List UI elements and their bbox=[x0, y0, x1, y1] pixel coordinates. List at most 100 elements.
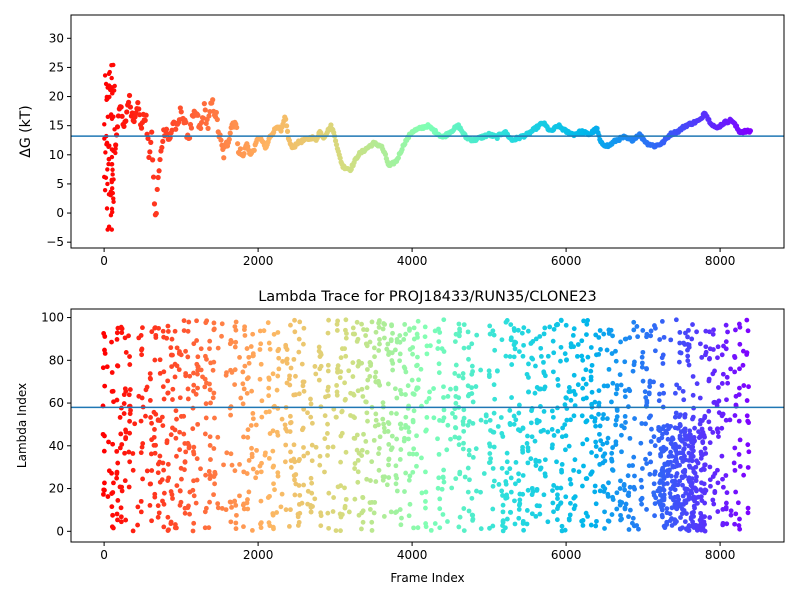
lambda-point bbox=[456, 524, 462, 530]
lambda-point bbox=[385, 381, 391, 387]
lambda-point bbox=[580, 357, 586, 363]
lambda-point bbox=[337, 375, 343, 381]
lambda-point bbox=[309, 458, 315, 464]
lambda-point bbox=[114, 330, 120, 336]
lambda-point bbox=[571, 467, 576, 473]
delta-g-point bbox=[382, 151, 389, 157]
lambda-point bbox=[745, 505, 751, 511]
lambda-point bbox=[410, 351, 415, 357]
lambda-point bbox=[394, 509, 400, 515]
lambda-point bbox=[503, 481, 509, 487]
lambda-point bbox=[457, 471, 463, 477]
lambda-point bbox=[191, 478, 196, 484]
lambda-point bbox=[326, 490, 332, 496]
lambda-point bbox=[322, 436, 328, 442]
lambda-point bbox=[706, 408, 712, 414]
lambda-point bbox=[678, 437, 684, 443]
lambda-point bbox=[181, 431, 187, 437]
lambda-point bbox=[519, 330, 525, 336]
lambda-point bbox=[207, 476, 213, 482]
delta-g-point bbox=[108, 85, 114, 90]
lambda-point bbox=[517, 497, 523, 503]
lambda-point bbox=[409, 377, 415, 383]
delta-g-point bbox=[163, 126, 170, 132]
lambda-point bbox=[660, 465, 666, 471]
lambda-point bbox=[683, 500, 689, 506]
lambda-point bbox=[507, 466, 513, 472]
lambda-point bbox=[605, 518, 611, 524]
lambda-point bbox=[733, 402, 739, 408]
lambda-point bbox=[350, 325, 356, 331]
lambda-point bbox=[715, 467, 720, 473]
lambda-point bbox=[736, 452, 742, 457]
lambda-point bbox=[625, 473, 631, 479]
lambda-point bbox=[414, 433, 419, 439]
lambda-point bbox=[287, 413, 293, 419]
lambda-point bbox=[232, 367, 238, 373]
lambda-point bbox=[266, 409, 272, 415]
lambda-point bbox=[140, 441, 146, 446]
lambda-point bbox=[228, 451, 234, 457]
lambda-point bbox=[622, 359, 628, 365]
lambda-point bbox=[198, 367, 204, 373]
lambda-point bbox=[551, 326, 557, 332]
lambda-point bbox=[287, 382, 293, 388]
lambda-point bbox=[300, 379, 306, 385]
lambda-point bbox=[339, 409, 345, 415]
lambda-point bbox=[652, 513, 657, 519]
lambda-point bbox=[121, 401, 127, 406]
lambda-point bbox=[627, 435, 633, 441]
lambda-point bbox=[674, 382, 680, 388]
lambda-point bbox=[740, 348, 746, 354]
lambda-point bbox=[711, 501, 717, 507]
lambda-point bbox=[723, 339, 729, 345]
lambda-point bbox=[639, 360, 645, 366]
lambda-point bbox=[153, 442, 159, 448]
lambda-point bbox=[423, 469, 428, 475]
delta-g-point bbox=[227, 130, 233, 136]
lambda-point bbox=[602, 526, 607, 531]
lambda-point bbox=[114, 363, 120, 369]
lambda-point bbox=[259, 398, 265, 404]
lambda-point bbox=[207, 434, 213, 440]
lambda-point bbox=[185, 441, 191, 447]
lambda-point bbox=[109, 339, 114, 345]
lambda-point bbox=[550, 500, 556, 506]
lambda-point bbox=[681, 446, 687, 451]
lambda-point bbox=[545, 353, 551, 359]
lambda-point bbox=[160, 460, 166, 466]
lambda-point bbox=[562, 422, 568, 428]
lambda-point bbox=[444, 447, 450, 453]
lambda-point bbox=[110, 512, 116, 518]
lambda-point bbox=[737, 341, 743, 347]
delta-g-point bbox=[119, 113, 125, 119]
lambda-point bbox=[614, 490, 620, 496]
lambda-point bbox=[608, 327, 614, 333]
lambda-point bbox=[431, 415, 437, 421]
lambda-point bbox=[715, 509, 721, 514]
lambda-point bbox=[210, 395, 216, 401]
y-tick-label: 20 bbox=[49, 482, 64, 496]
lambda-point bbox=[670, 436, 676, 442]
lambda-point bbox=[360, 494, 366, 500]
lambda-point bbox=[691, 469, 697, 475]
delta-g-y-axis-label: ΔG (kT) bbox=[18, 105, 34, 157]
lambda-point bbox=[369, 319, 375, 325]
lambda-point bbox=[211, 327, 217, 333]
lambda-point bbox=[700, 466, 706, 471]
lambda-point bbox=[707, 515, 713, 520]
lambda-point bbox=[130, 528, 136, 534]
lambda-point bbox=[424, 427, 429, 433]
lambda-point bbox=[500, 509, 506, 515]
lambda-point bbox=[202, 525, 208, 531]
lambda-point bbox=[686, 443, 692, 449]
lambda-point bbox=[694, 495, 700, 501]
lambda-point bbox=[710, 430, 716, 435]
lambda-point bbox=[702, 462, 708, 468]
lambda-point bbox=[677, 340, 683, 346]
lambda-point bbox=[364, 449, 370, 455]
x-tick-label: 0 bbox=[100, 548, 108, 562]
lambda-point bbox=[114, 448, 120, 454]
lambda-point bbox=[414, 363, 419, 369]
